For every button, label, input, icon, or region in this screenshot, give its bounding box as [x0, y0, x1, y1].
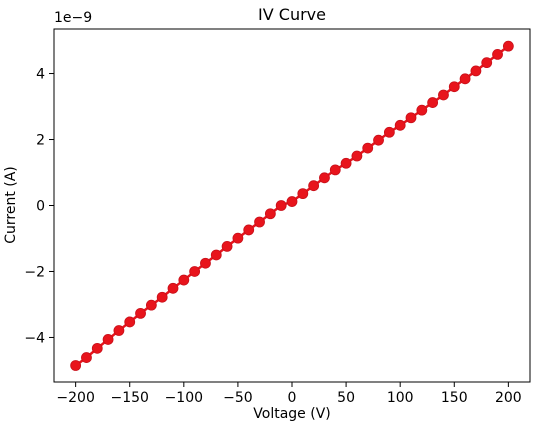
- data-point: [189, 266, 201, 277]
- data-point: [502, 40, 514, 52]
- y-tick-label: −4: [24, 330, 45, 346]
- data-point: [297, 188, 309, 200]
- plot-frame: [53, 28, 531, 383]
- data-point: [438, 89, 449, 101]
- data-point: [264, 208, 276, 220]
- y-axis-label: Current (A): [3, 166, 19, 244]
- x-tick-label: 50: [337, 390, 355, 406]
- data-point: [232, 232, 244, 244]
- data-point: [156, 291, 168, 303]
- data-point: [70, 360, 82, 371]
- data-point: [470, 65, 482, 77]
- data-point: [210, 249, 222, 261]
- y-tick-label: −2: [24, 264, 45, 280]
- data-point: [102, 334, 114, 345]
- x-tick-label: −200: [56, 390, 94, 406]
- y-tick-label: 4: [36, 67, 45, 83]
- x-tick-label: 200: [495, 390, 522, 406]
- data-point: [113, 325, 125, 336]
- y-tick-label: 2: [36, 133, 45, 149]
- x-tick-label: −100: [165, 390, 203, 406]
- data-point: [286, 196, 298, 207]
- chart-title: IV Curve: [258, 5, 326, 24]
- data-point: [178, 274, 190, 286]
- data-point: [416, 104, 428, 116]
- x-tick-label: 100: [387, 390, 414, 406]
- data-point: [459, 73, 471, 85]
- x-tick-label: −50: [223, 390, 253, 406]
- data-point: [448, 81, 460, 93]
- data-point: [329, 164, 341, 176]
- x-axis-label: Voltage (V): [253, 406, 330, 422]
- data-point: [243, 224, 255, 236]
- data-point: [135, 307, 146, 319]
- data-point: [275, 200, 287, 211]
- data-point: [373, 134, 384, 146]
- data-point: [167, 282, 179, 294]
- data-point: [124, 316, 136, 328]
- data-point: [394, 119, 406, 131]
- data-point: [308, 180, 320, 192]
- data-point: [200, 257, 211, 269]
- data-point: [221, 241, 233, 252]
- data-point: [481, 57, 493, 69]
- data-point: [254, 216, 265, 228]
- data-point: [362, 142, 374, 154]
- y-offset-text: 1e−9: [54, 10, 92, 26]
- data-point: [351, 150, 363, 162]
- data-point: [81, 352, 92, 363]
- x-tick-label: 0: [288, 390, 297, 406]
- data-point: [492, 49, 503, 60]
- x-tick-label: 150: [441, 390, 468, 406]
- data-point: [319, 172, 330, 184]
- data-point: [405, 112, 417, 124]
- data-point: [145, 299, 157, 311]
- data-point: [340, 157, 352, 169]
- data-point: [383, 126, 395, 138]
- x-tick-label: −150: [111, 390, 149, 406]
- data-point: [427, 97, 439, 108]
- data-point: [91, 342, 103, 354]
- y-tick-label: 0: [36, 199, 45, 215]
